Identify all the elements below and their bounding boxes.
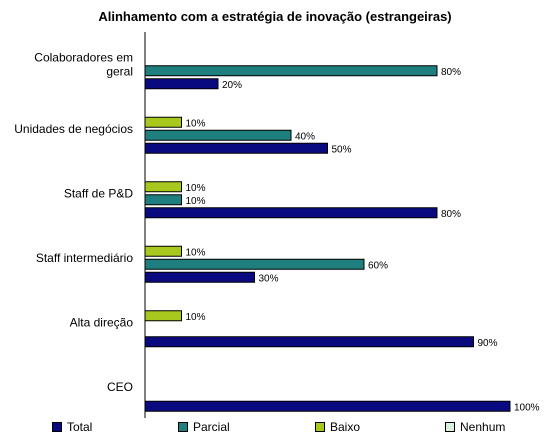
legend-label: Parcial bbox=[193, 420, 230, 434]
data-label: 10% bbox=[186, 312, 206, 323]
data-label: 10% bbox=[186, 196, 206, 207]
data-label: 90% bbox=[478, 338, 498, 349]
legend-item-parcial: Parcial bbox=[178, 420, 230, 434]
legend: Total Parcial Baixo Nenhum bbox=[0, 418, 550, 436]
bar-parcial bbox=[144, 65, 438, 77]
bar-total bbox=[144, 142, 328, 154]
bar-parcial bbox=[144, 194, 182, 206]
category-label: CEO bbox=[107, 380, 133, 394]
chart-title: Alinhamento com a estratégia de inovação… bbox=[98, 9, 451, 24]
legend-swatch bbox=[52, 421, 62, 432]
data-label: 50% bbox=[332, 144, 352, 155]
bar-total bbox=[144, 336, 474, 348]
legend-swatch bbox=[315, 421, 325, 432]
data-label: 60% bbox=[368, 260, 388, 271]
data-label: 80% bbox=[441, 67, 461, 78]
data-label: 10% bbox=[186, 247, 206, 258]
data-label: 80% bbox=[441, 209, 461, 220]
bar-baixo bbox=[144, 245, 182, 257]
category-label: Alta direção bbox=[70, 315, 134, 329]
category-label: Staff intermediário bbox=[36, 251, 133, 265]
bar-baixo bbox=[144, 181, 182, 193]
data-label: 30% bbox=[259, 273, 279, 284]
data-label: 10% bbox=[186, 118, 206, 129]
legend-label: Baixo bbox=[330, 420, 361, 434]
bar-total bbox=[144, 78, 219, 90]
category-label: Staff de P&D bbox=[64, 186, 133, 200]
data-label: 40% bbox=[295, 131, 315, 142]
legend-item-baixo: Baixo bbox=[315, 420, 360, 434]
bar-baixo bbox=[144, 116, 182, 128]
bar-parcial bbox=[144, 129, 292, 141]
bar-parcial bbox=[144, 258, 365, 270]
bar-total bbox=[144, 271, 255, 283]
category-label: Colaboradores em bbox=[34, 50, 133, 64]
legend-item-nenhum: Nenhum bbox=[445, 420, 505, 434]
legend-swatch bbox=[445, 421, 455, 432]
category-label: geral bbox=[106, 64, 133, 78]
bar-total bbox=[144, 207, 438, 219]
legend-swatch bbox=[178, 421, 188, 432]
data-label: 100% bbox=[514, 402, 540, 413]
category-label: Unidades de negócios bbox=[14, 122, 133, 136]
legend-label: Nenhum bbox=[460, 420, 506, 434]
legend-label: Total bbox=[67, 420, 93, 434]
chart: Alinhamento com a estratégia de inovação… bbox=[14, 9, 540, 418]
bar-total bbox=[144, 400, 511, 412]
data-label: 20% bbox=[222, 80, 242, 91]
bar-baixo bbox=[144, 310, 182, 322]
data-label: 10% bbox=[186, 183, 206, 194]
legend-item-total: Total bbox=[52, 420, 92, 434]
